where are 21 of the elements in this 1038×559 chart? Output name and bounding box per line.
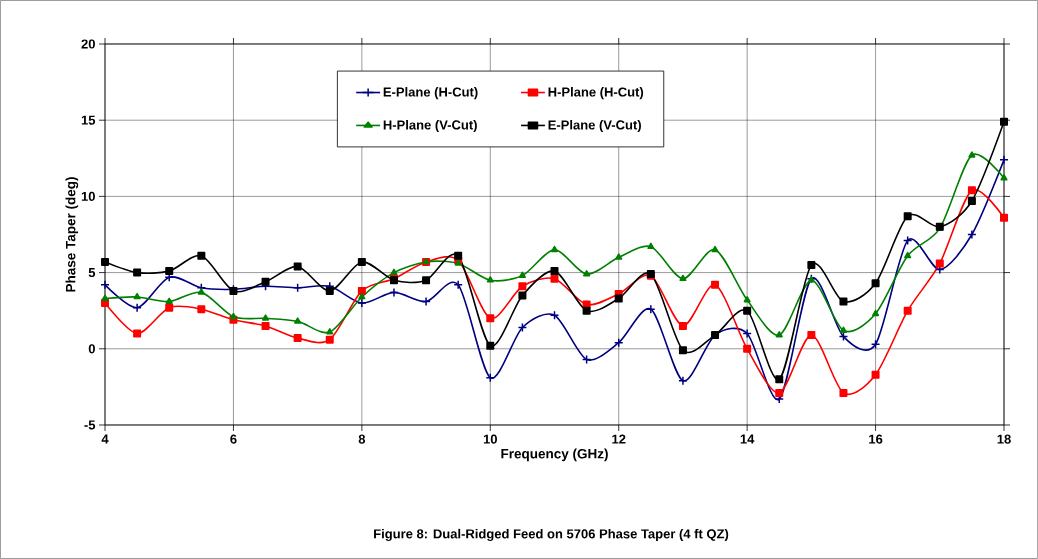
x-tick-label: 16 [869,434,883,444]
x-tick-label: 10 [483,434,497,444]
legend-label: E-Plane (V-Cut) [548,119,641,133]
x-tick-label: 6 [230,434,237,444]
text: Figure 8: Dual-Ridged Feed on 5706 Phase Taper (4 ft QZ) [374,528,729,542]
legend-label: E-Plane (H-Cut) [383,87,478,100]
y-tick-label: 20 [81,39,95,49]
legend-label: H-Plane (V-Cut) [383,119,477,133]
y-tick-label: 10 [81,191,95,201]
x-tick-label: 12 [612,434,626,444]
y-tick-label: 15 [81,115,96,125]
legend-label: H-Plane (H-Cut) [548,87,644,100]
y-tick-label: 5 [88,268,96,278]
x-tick-label: 18 [997,434,1011,444]
x-tick-label: 4 [101,434,109,444]
y-tick-label: 0 [88,344,95,354]
x-tick-label: 14 [740,434,755,444]
x-axis-title: Frequency (GHz) [501,448,608,462]
y-tick-label: -5 [84,420,96,430]
y-axis-title: Phase Taper (deg) [65,177,79,292]
x-tick-label: 8 [358,434,366,444]
